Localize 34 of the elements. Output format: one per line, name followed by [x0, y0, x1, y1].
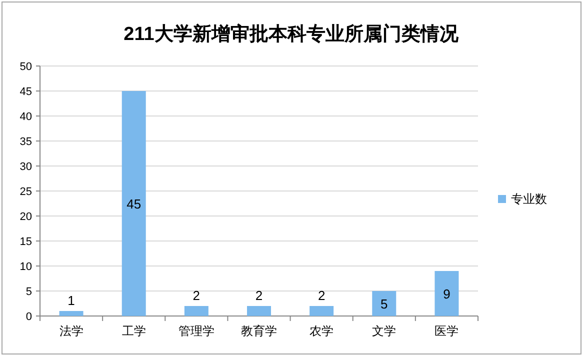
- x-tick-label: 农学: [310, 324, 334, 338]
- y-tick-label: 25: [20, 186, 32, 198]
- x-tick-label: 文学: [372, 324, 396, 338]
- data-label: 45: [126, 196, 142, 212]
- y-tick-label: 20: [20, 211, 32, 223]
- x-tick-label: 管理学: [178, 324, 214, 338]
- data-label: 1: [68, 293, 75, 308]
- y-tick-label: 10: [20, 261, 32, 273]
- y-tick-label: 0: [26, 311, 32, 323]
- y-tick-label: 5: [26, 286, 32, 298]
- bar: [310, 306, 334, 316]
- y-tick-label: 40: [20, 111, 32, 123]
- x-tick-label: 教育学: [241, 324, 277, 338]
- y-tick-label: 15: [20, 236, 32, 248]
- x-tick-label: 工学: [122, 324, 146, 338]
- data-label: 9: [443, 286, 450, 302]
- data-label: 2: [318, 288, 326, 303]
- x-tick-label: 法学: [59, 324, 84, 338]
- data-label: 2: [255, 288, 263, 303]
- bar: [122, 91, 146, 316]
- bar: [59, 311, 84, 316]
- y-tick-label: 45: [20, 86, 32, 98]
- bar: [247, 306, 271, 316]
- y-tick-label: 50: [20, 61, 32, 73]
- data-label: 5: [380, 296, 388, 312]
- y-tick-label: 30: [20, 161, 32, 173]
- legend-label: 专业数: [511, 192, 547, 206]
- bar: [372, 291, 396, 316]
- chart-title: 211大学新增审批本科专业所属门类情况: [124, 23, 460, 45]
- bar: [434, 271, 459, 316]
- x-tick-label: 医学: [434, 324, 459, 338]
- data-label: 2: [192, 288, 200, 303]
- y-tick-label: 35: [20, 136, 32, 148]
- bar: [184, 306, 208, 316]
